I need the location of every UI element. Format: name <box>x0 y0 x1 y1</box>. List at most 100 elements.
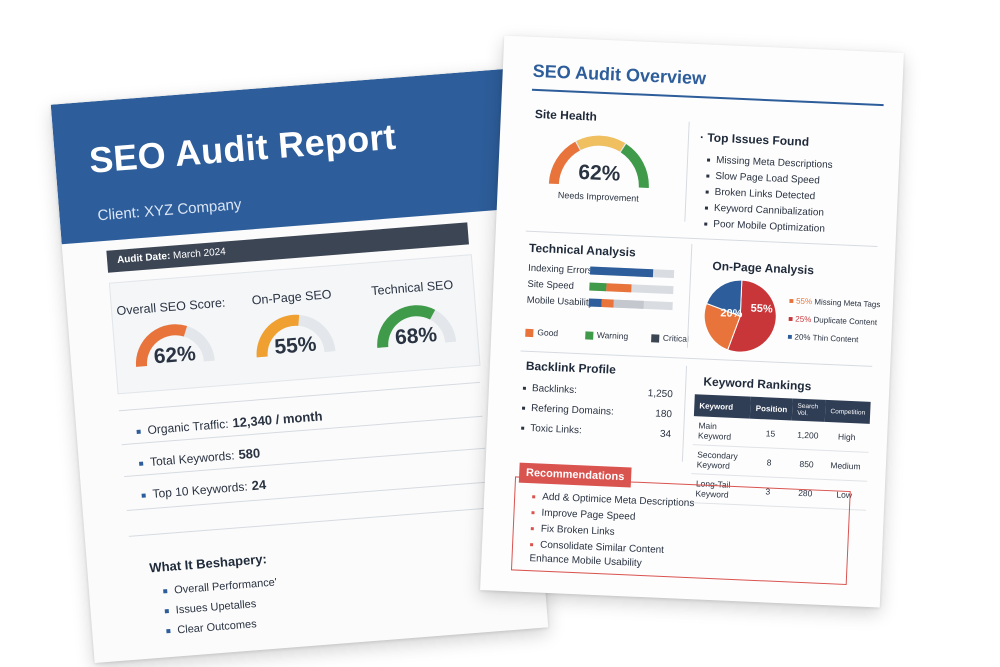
site-health-gauge <box>548 135 649 188</box>
pie-legend-item: ■ 20% Thin Content <box>787 332 859 345</box>
bullet-icon <box>139 461 144 466</box>
cell-volume: 1,200 <box>790 420 826 451</box>
backlink-profile-title: Backlink Profile <box>525 358 617 377</box>
col-search-vol: Search Vol. <box>791 398 827 422</box>
bullet-icon <box>704 222 708 226</box>
legend-swatch-critical <box>650 333 660 343</box>
pie-legend-pct: 20% <box>794 332 811 343</box>
what-it-title: What It Beshapery: <box>148 551 268 576</box>
bullet-icon <box>166 629 171 634</box>
col-keyword: Keyword <box>693 394 752 419</box>
backlink-value: 1,250 <box>647 388 674 401</box>
gauge-arc <box>256 314 300 358</box>
pie-legend-label: Duplicate Content <box>813 315 878 328</box>
backlink-label: Toxic Links: <box>529 423 583 437</box>
what-item: Issues Upetalles <box>164 598 257 617</box>
issue-item: Keyword Cannibalization <box>704 202 825 219</box>
what-item: Clear Outcomes <box>166 618 257 637</box>
pie-legend-label: Missing Meta Tags <box>814 297 881 310</box>
seo-audit-overview-page: SEO Audit Overview Site Health 62% Needs… <box>480 35 904 608</box>
pie-slice-duplicate-content <box>703 302 741 351</box>
tech-bar-good <box>588 298 602 308</box>
cell-position: 8 <box>747 447 791 478</box>
gauge-segment-low <box>548 141 581 185</box>
what-item-label: Clear Outcomes <box>176 618 258 637</box>
legend-swatch-good <box>525 328 534 337</box>
pie-legend-item: ■ 25% Duplicate Content <box>788 314 878 328</box>
pie-slice-missing-meta-tags <box>727 279 777 353</box>
seo-audit-report-page: SEO Audit Report Client: XYZ Company Aud… <box>50 69 549 663</box>
cell-competition: Medium <box>822 450 869 482</box>
divider <box>686 243 693 348</box>
legend-good: Good <box>537 327 559 339</box>
pie-legend-label: Thin Content <box>812 333 859 345</box>
tech-bar-row <box>589 266 675 279</box>
overall-score-gauge <box>136 324 215 367</box>
pie-legend-pct: 25% <box>795 314 812 325</box>
issue-item-label: Keyword Cannibalization <box>713 202 825 219</box>
stat-label: Top 10 Keywords: <box>152 479 249 501</box>
divider <box>684 121 690 222</box>
bullet-icon <box>704 206 709 210</box>
divider <box>681 365 688 462</box>
issue-item: Broken Links Detected <box>705 186 815 202</box>
stat-label: Organic Traffic: <box>147 416 230 438</box>
stat-organic-traffic: Organic Traffic: 12,340 / month <box>136 408 323 438</box>
technical-bars <box>588 266 675 318</box>
issue-item: Poor Mobile Optimization <box>704 218 826 235</box>
backlink-value: 180 <box>655 408 673 421</box>
issue-item: Slow Page Load Speed <box>706 170 820 186</box>
site-health-value: 62% <box>577 160 621 186</box>
divider <box>128 507 490 537</box>
issue-item-label: Poor Mobile Optimization <box>713 218 826 235</box>
pie-legend-item: ■ 55% Missing Meta Tags <box>788 296 881 310</box>
bullet-icon <box>141 493 146 498</box>
what-item-label: Issues Upetalles <box>175 598 257 617</box>
overview-title: SEO Audit Overview <box>532 60 707 89</box>
gauge-arc <box>136 324 188 367</box>
what-item: Overall Performance' <box>163 576 277 597</box>
legend-critical: Critical <box>662 332 690 344</box>
gauge-segment-mid <box>576 135 626 152</box>
issue-item-label: Missing Meta Descriptions <box>715 154 833 171</box>
stat-label: Total Keywords: <box>149 448 236 469</box>
site-health-title: Site Health <box>534 106 598 124</box>
bullet-icon <box>531 511 535 515</box>
tech-bar-row <box>589 282 674 295</box>
tech-row-label: Mobile Usability <box>526 294 594 309</box>
backlink-row: Backlinks: 1,250 <box>522 383 674 401</box>
backlink-label: Backlinks: <box>531 383 578 397</box>
stat-value: 12,340 / month <box>231 408 324 431</box>
bullet-icon <box>521 426 525 430</box>
bullet-icon <box>164 609 169 614</box>
backlink-label: Refering Domains: <box>530 403 615 418</box>
backlink-value: 34 <box>659 428 672 441</box>
legend-swatch-warning <box>584 331 594 340</box>
technical-analysis-title: Technical Analysis <box>528 240 636 260</box>
tech-bar-good <box>589 266 654 278</box>
technical-seo-gauge <box>377 305 457 348</box>
bullet-icon <box>706 174 710 178</box>
gauge-arc <box>377 305 436 348</box>
issue-item-label: Slow Page Load Speed <box>715 170 821 187</box>
overall-score-card: Overall SEO Score: 62% <box>109 273 237 392</box>
tech-bar-row <box>588 298 673 311</box>
bullet-icon <box>521 406 526 410</box>
onpage-seo-card: On-Page SEO 55% <box>230 264 358 383</box>
onpage-seo-gauge <box>256 314 336 358</box>
keyword-rankings-title: Keyword Rankings <box>703 374 812 394</box>
stat-value: 580 <box>237 445 261 463</box>
gauge-segment-high <box>620 143 649 188</box>
bullet-icon <box>163 589 168 594</box>
top-issues-label: Top Issues Found <box>707 130 810 149</box>
legend-warning: Warning <box>596 329 629 342</box>
stat-value: 24 <box>251 477 267 494</box>
cell-volume: 850 <box>789 448 824 480</box>
tech-bar-critical <box>606 283 632 293</box>
backlink-row: Refering Domains: 180 <box>521 403 673 421</box>
onpage-pie-chart <box>703 279 777 353</box>
tech-bar-good <box>589 282 607 292</box>
onpage-analysis-title: On-Page Analysis <box>712 258 815 278</box>
bullet-icon <box>136 429 141 434</box>
tech-row-label: Indexing Errors <box>527 262 593 277</box>
